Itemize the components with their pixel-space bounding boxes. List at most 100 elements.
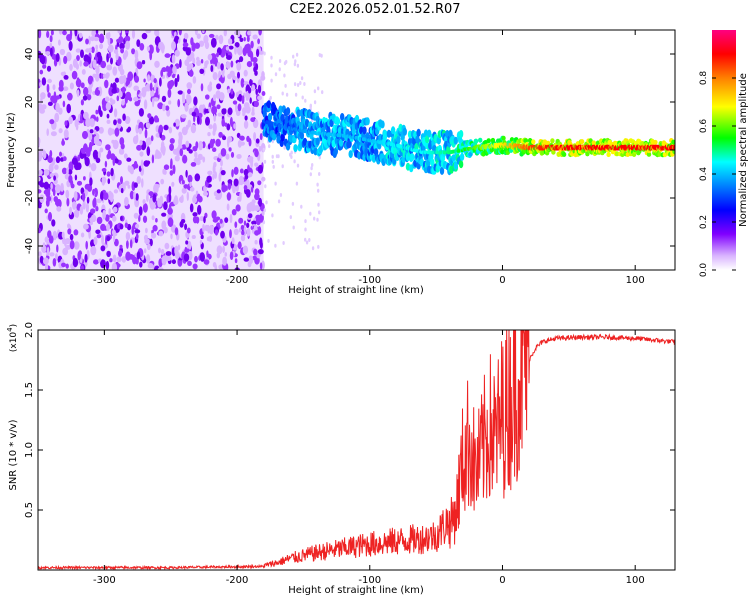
- noise-speckle: [201, 104, 206, 109]
- noise-speckle: [318, 172, 321, 176]
- noise-speckle: [254, 149, 259, 158]
- noise-speckle: [95, 30, 99, 34]
- noise-speckle: [124, 116, 131, 124]
- noise-speckle: [200, 83, 204, 92]
- noise-speckle: [73, 229, 79, 236]
- noise-speckle: [146, 243, 151, 251]
- noise-speckle: [107, 44, 114, 53]
- noise-speckle: [238, 90, 243, 96]
- spectrogram-y-ticks: -40 -20 0 20 40: [24, 48, 675, 254]
- noise-speckle: [166, 194, 170, 204]
- noise-speckle: [84, 188, 88, 197]
- noise-speckle: [197, 204, 202, 215]
- noise-speckle: [82, 192, 86, 202]
- noise-speckle: [236, 62, 241, 70]
- noise-speckle: [257, 38, 260, 45]
- noise-speckle: [311, 163, 314, 167]
- noise-speckle: [90, 245, 97, 256]
- noise-speckle: [89, 118, 95, 128]
- y-tick-label: -40: [24, 238, 35, 254]
- noise-speckle: [83, 176, 86, 181]
- track-blob: [459, 152, 465, 161]
- noise-speckle: [92, 149, 99, 160]
- noise-speckle: [46, 30, 50, 38]
- noise-speckle: [239, 141, 245, 146]
- noise-speckle: [146, 122, 151, 129]
- noise-speckle: [233, 228, 239, 235]
- noise-speckle: [203, 259, 210, 265]
- noise-speckle: [86, 93, 92, 101]
- noise-speckle: [89, 177, 93, 186]
- noise-speckle: [133, 160, 138, 168]
- noise-speckle: [251, 199, 256, 205]
- noise-speckle: [157, 197, 160, 206]
- noise-speckle: [198, 40, 205, 47]
- noise-speckle: [90, 163, 97, 172]
- noise-speckle: [295, 181, 299, 186]
- noise-speckle: [90, 208, 96, 214]
- noise-speckle: [112, 215, 117, 222]
- noise-speckle: [138, 206, 143, 216]
- noise-speckle: [171, 259, 176, 265]
- noise-speckle: [171, 41, 176, 51]
- noise-speckle: [114, 238, 119, 247]
- noise-speckle: [216, 189, 221, 194]
- noise-speckle: [180, 114, 187, 119]
- noise-speckle: [74, 174, 78, 181]
- noise-speckle: [157, 267, 164, 270]
- noise-speckle: [117, 30, 122, 34]
- noise-speckle: [317, 202, 320, 207]
- noise-speckle: [222, 135, 227, 141]
- noise-speckle: [42, 64, 47, 69]
- track-blob: [429, 152, 434, 161]
- track-blob: [409, 164, 414, 173]
- noise-speckle: [47, 92, 51, 98]
- noise-speckle: [192, 215, 198, 224]
- noise-speckle: [75, 48, 81, 53]
- noise-speckle: [160, 248, 165, 256]
- noise-speckle: [127, 126, 132, 132]
- noise-speckle: [80, 147, 86, 154]
- noise-speckle: [62, 100, 66, 108]
- noise-speckle: [246, 135, 250, 142]
- noise-speckle: [117, 118, 122, 125]
- track-blob: [362, 126, 367, 135]
- track-blob: [561, 152, 567, 157]
- snr-plot-area: [38, 330, 675, 570]
- noise-speckle: [213, 161, 217, 168]
- noise-speckle: [134, 49, 139, 60]
- noise-speckle: [43, 169, 50, 176]
- noise-speckle: [106, 119, 111, 125]
- noise-speckle: [76, 180, 83, 186]
- noise-speckle: [217, 112, 222, 117]
- noise-speckle: [55, 53, 60, 62]
- noise-speckle: [135, 223, 140, 229]
- noise-speckle: [136, 39, 141, 47]
- noise-speckle: [76, 55, 80, 61]
- track-blob: [386, 129, 392, 138]
- noise-speckle: [316, 217, 319, 222]
- noise-speckle: [142, 215, 148, 223]
- noise-speckle: [154, 60, 160, 68]
- y-tick-label: 40: [24, 48, 35, 61]
- noise-speckle: [164, 242, 170, 250]
- noise-speckle: [259, 262, 263, 270]
- noise-speckle: [246, 203, 252, 213]
- noise-speckle: [134, 229, 141, 234]
- noise-speckle: [60, 182, 64, 192]
- noise-speckle: [96, 234, 102, 239]
- noise-speckle: [161, 255, 167, 266]
- noise-speckle: [247, 87, 252, 94]
- noise-speckle: [243, 81, 249, 86]
- noise-speckle: [264, 184, 267, 189]
- x-tick-label: -300: [93, 575, 116, 586]
- noise-speckle: [63, 129, 69, 139]
- noise-speckle: [87, 75, 93, 85]
- noise-speckle: [187, 174, 193, 183]
- noise-speckle: [65, 263, 69, 269]
- noise-speckle: [96, 216, 103, 225]
- noise-speckle: [135, 233, 139, 240]
- noise-speckle: [101, 234, 105, 245]
- noise-speckle: [163, 169, 167, 175]
- noise-speckle: [186, 191, 189, 201]
